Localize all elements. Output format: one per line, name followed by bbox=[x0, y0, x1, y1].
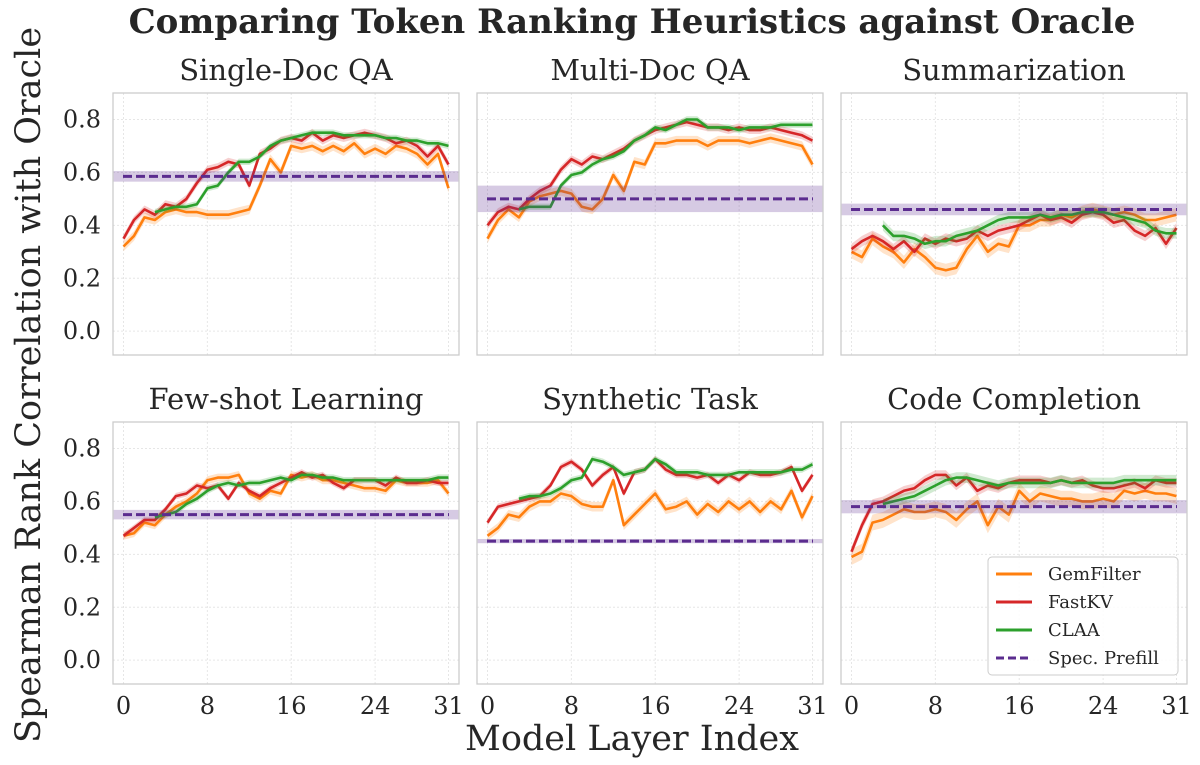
band-fastkv bbox=[851, 206, 1177, 258]
y-tick-label: 0.8 bbox=[63, 434, 101, 462]
series-fastkv bbox=[486, 457, 814, 524]
series-gemfilter bbox=[486, 136, 814, 240]
plot-area bbox=[477, 455, 823, 544]
panel-title: Code Completion bbox=[887, 382, 1141, 416]
panel-summarization: Summarization bbox=[840, 53, 1188, 356]
plot-area bbox=[113, 128, 459, 252]
axes-frame bbox=[840, 421, 1188, 685]
x-tick-label: 31 bbox=[433, 692, 464, 720]
x-tick-label: 31 bbox=[1161, 692, 1192, 720]
band-claa bbox=[882, 472, 1177, 510]
panel-synthetic-task: Synthetic Task 0 8 16 24 31 bbox=[476, 382, 828, 720]
grid bbox=[477, 93, 823, 355]
x-tick-label: 0 bbox=[116, 692, 131, 720]
y-tick-label: 0.2 bbox=[63, 264, 101, 292]
series-claa bbox=[881, 210, 1177, 246]
panel-title: Synthetic Task bbox=[542, 382, 758, 416]
x-tick-label: 8 bbox=[928, 692, 943, 720]
legend-box bbox=[987, 556, 1179, 676]
x-tick-label: 24 bbox=[360, 692, 391, 720]
axes-frame bbox=[112, 421, 460, 685]
band-gemfilter bbox=[123, 138, 449, 252]
band-fastkv bbox=[487, 118, 813, 230]
y-tick-label: 0.4 bbox=[63, 211, 101, 239]
series-gemfilter bbox=[123, 473, 450, 538]
legend-item-spec-prefill: Spec. Prefill bbox=[996, 648, 1159, 669]
x-tick-label: 16 bbox=[1004, 692, 1035, 720]
axes-frame bbox=[476, 92, 824, 356]
series-claa bbox=[154, 473, 449, 519]
band-claa bbox=[882, 206, 1177, 250]
y-tick-label: 0.8 bbox=[63, 105, 101, 133]
panel-title: Summarization bbox=[902, 53, 1126, 87]
legend-item-claa: CLAA bbox=[996, 620, 1101, 641]
x-tick-label: 8 bbox=[200, 692, 215, 720]
plot-area bbox=[841, 202, 1187, 277]
panel-multi-doc-qa: Multi-Doc QA bbox=[476, 53, 824, 356]
series-gemfilter bbox=[122, 142, 450, 248]
x-tick-label: 24 bbox=[1088, 692, 1119, 720]
legend-item-fastkv: FastKV bbox=[996, 592, 1114, 613]
y-tick-label: 0.4 bbox=[63, 540, 101, 568]
x-tick-label: 0 bbox=[844, 692, 859, 720]
y-tick-label: 0.0 bbox=[63, 317, 101, 345]
y-tick-label: 0.0 bbox=[63, 646, 101, 674]
series-fastkv bbox=[850, 210, 1178, 254]
grid bbox=[113, 422, 459, 684]
panel-title: Single-Doc QA bbox=[179, 53, 394, 87]
series-fastkv bbox=[850, 473, 1177, 553]
series-gemfilter bbox=[850, 489, 1177, 559]
band-gemfilter bbox=[487, 475, 813, 541]
panel-single-doc-qa: Single-Doc QA 0.0 0.2 0.4 0.6 0.8 bbox=[63, 53, 460, 356]
panel-title: Few-shot Learning bbox=[149, 382, 424, 416]
panel-title: Multi-Doc QA bbox=[550, 53, 750, 87]
y-axis-label: Spearman Rank Correlation with Oracle bbox=[9, 27, 49, 743]
axes-frame bbox=[112, 92, 460, 356]
axes-frame bbox=[840, 92, 1188, 356]
panel-few-shot-learning: Few-shot Learning 0.0 0.2 0.4 0.6 0.8 0 8 16 24 31 bbox=[63, 382, 464, 720]
band-gemfilter bbox=[851, 202, 1177, 277]
x-axis-label: Model Layer Index bbox=[465, 719, 799, 759]
figure-title: Comparing Token Ranking Heuristics again… bbox=[129, 2, 1136, 42]
x-tick-label: 16 bbox=[640, 692, 671, 720]
series-gemfilter bbox=[486, 478, 814, 537]
x-tick-label: 31 bbox=[797, 692, 828, 720]
series-claa bbox=[154, 131, 449, 214]
x-tick-label: 8 bbox=[564, 692, 579, 720]
x-tick-label: 16 bbox=[276, 692, 307, 720]
axes-frame bbox=[476, 421, 824, 685]
plot-area bbox=[841, 470, 1187, 565]
panels: Single-Doc QA 0.0 0.2 0.4 0.6 0.8 Multi-Doc QA… bbox=[63, 53, 1192, 720]
legend-item-gemfilter: GemFilter bbox=[996, 564, 1141, 585]
legend-label: Spec. Prefill bbox=[1048, 648, 1159, 669]
band-gemfilter bbox=[851, 482, 1177, 565]
y-tick-label: 0.2 bbox=[63, 593, 101, 621]
series-gemfilter bbox=[850, 208, 1177, 272]
y-tick-label: 0.6 bbox=[63, 158, 101, 186]
legend: GemFilter FastKV CLAA Spec. Prefill bbox=[987, 556, 1179, 676]
series-claa bbox=[882, 476, 1177, 506]
plot-area bbox=[477, 116, 823, 244]
x-tick-label: 0 bbox=[480, 692, 495, 720]
x-tick-label: 24 bbox=[724, 692, 755, 720]
plot-area bbox=[113, 469, 459, 540]
grid bbox=[477, 422, 823, 684]
grid bbox=[113, 93, 459, 355]
legend-label: CLAA bbox=[1048, 620, 1101, 641]
y-tick-label: 0.6 bbox=[63, 487, 101, 515]
series-claa bbox=[518, 118, 813, 211]
legend-label: FastKV bbox=[1048, 592, 1114, 613]
legend-label: GemFilter bbox=[1048, 564, 1141, 585]
panel-code-completion: Code Completion 0 8 16 24 31 bbox=[840, 382, 1192, 720]
series-claa bbox=[518, 457, 814, 500]
